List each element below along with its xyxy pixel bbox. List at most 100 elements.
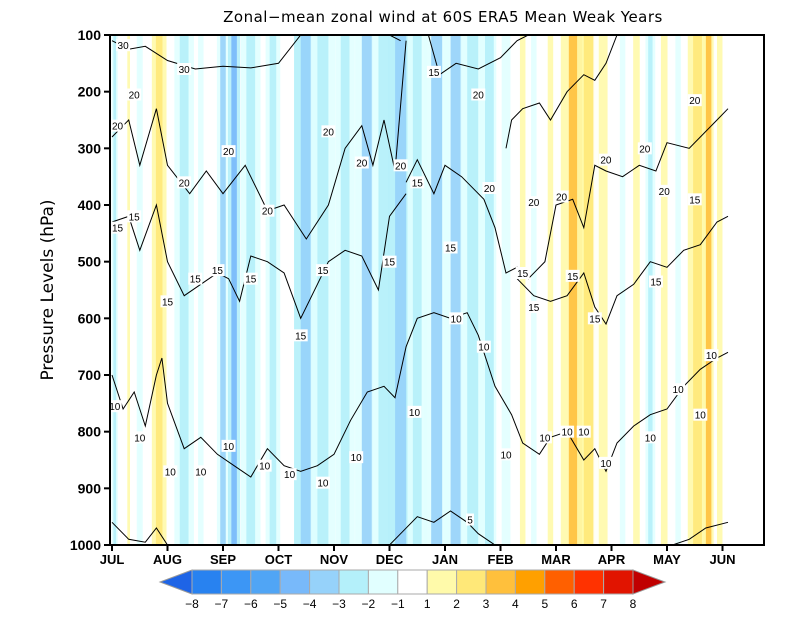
contour-label: 20	[395, 161, 407, 172]
colorbar: −8 −7 −6 −5 −4 −3 −2 −1 1 2 3 4 5 6 7 8	[158, 569, 667, 611]
contour-label: 15	[517, 269, 529, 280]
contour-label-bg	[260, 204, 275, 217]
shading-band-core	[485, 35, 494, 545]
shading-band-core	[361, 35, 373, 545]
contour-labels: 30 30 15 20 20 20 20 20 20 20 20 15 20 20 20 20 20 20 20 20…	[107, 39, 719, 527]
contour-5	[111, 521, 168, 545]
x-tick-label: MAY	[653, 552, 681, 567]
colorbar-extend-high	[632, 569, 667, 595]
colorbar-label: −1	[391, 597, 405, 611]
y-tick-label: 900	[78, 480, 102, 496]
contour-label: 15	[112, 224, 124, 235]
x-axis: JUL AUG SEP OCT NOV DEC JAN FEB MAR APR MAY JUN	[100, 545, 736, 567]
shading-band-core	[155, 35, 163, 545]
contour-label: 15	[245, 275, 257, 286]
contour-label-bg	[163, 465, 178, 478]
contour-label: 20	[659, 187, 671, 198]
contour-label-bg	[393, 159, 408, 172]
contour-label: 20	[112, 122, 124, 133]
contour-label: 10	[259, 462, 271, 473]
shading-band-core	[501, 35, 511, 545]
contour-label: 15	[412, 178, 424, 189]
contour-label: 5	[467, 516, 473, 527]
contour-label: 15	[445, 244, 457, 255]
contour-label-bg	[526, 196, 541, 209]
x-tick-label: SEP	[210, 552, 236, 567]
y-tick-label: 700	[78, 367, 102, 383]
contour-label-bg	[598, 153, 613, 166]
shading-band-core	[138, 35, 142, 545]
shading-band-core	[317, 35, 329, 545]
contour-label-bg	[321, 125, 336, 138]
contour-label: 30	[179, 65, 191, 76]
contour-label-bg	[576, 425, 591, 438]
colorbar-box	[338, 569, 369, 595]
contour-label: 10	[409, 408, 421, 419]
colorbar-label: 2	[453, 597, 460, 611]
contour-label-bg	[382, 255, 397, 268]
shading-band-core	[378, 35, 390, 545]
contour-label: 10	[478, 343, 490, 354]
x-tick-label: FEB	[488, 552, 514, 567]
colorbar-label: −5	[273, 597, 287, 611]
contour-label-bg	[193, 465, 208, 478]
contour-15	[111, 193, 407, 320]
contour-label: 20	[356, 159, 368, 170]
contour-label-bg	[560, 425, 575, 438]
contour-label-bg	[443, 241, 458, 254]
shading-band-core	[286, 35, 293, 545]
contour-label-bg	[116, 39, 131, 52]
contour-label-bg	[657, 184, 672, 197]
contour-label: 15	[589, 314, 601, 325]
contour-5	[389, 510, 496, 545]
contour-label-bg	[257, 459, 272, 472]
contour-label: 20	[473, 91, 485, 102]
contour-label-bg	[221, 439, 236, 452]
x-tick-label: NOV	[320, 552, 349, 567]
colorbar-box	[544, 569, 575, 595]
shading-band-core	[127, 35, 130, 545]
contour-label-bg	[127, 88, 142, 101]
colorbar-label: 7	[600, 597, 607, 611]
contour-label-bg	[243, 272, 258, 285]
x-tick-label: OCT	[265, 552, 293, 567]
contour-label: 20	[639, 144, 651, 155]
shading-band-core	[395, 35, 407, 545]
contour-label: 20	[323, 127, 335, 138]
contour-label-bg	[426, 65, 441, 78]
contour-10	[111, 312, 729, 478]
shading-band-core	[300, 35, 312, 545]
contour-label-bg	[704, 349, 719, 362]
shading-band-core	[467, 35, 479, 545]
x-tick-label: JAN	[432, 552, 458, 567]
contour-label-bg	[221, 145, 236, 158]
contour-label-bg	[537, 431, 552, 444]
y-axis: 100 200 300 400 500 600 700 800 900 1000	[70, 27, 110, 553]
contour-label: 20	[556, 193, 568, 204]
colorbar-label: −2	[362, 597, 376, 611]
contour-label-bg	[410, 176, 425, 189]
shading-band-core	[431, 35, 443, 545]
shading-band-core	[547, 35, 554, 545]
contour-label: 15	[528, 303, 540, 314]
shading-band-core	[675, 35, 681, 545]
contour-label: 10	[351, 453, 363, 464]
contour-label-bg	[407, 405, 422, 418]
contour-label-bg	[132, 431, 147, 444]
contour-label: 30	[118, 41, 130, 52]
contour-label: 20	[179, 178, 191, 189]
shading-layer	[110, 35, 764, 545]
contour-label-bg	[471, 88, 486, 101]
contour-label-bg	[587, 312, 602, 325]
contour-label-bg	[127, 210, 142, 223]
contour-5	[672, 521, 729, 545]
contour-label: 15	[190, 275, 202, 286]
shading-band-core	[246, 35, 256, 545]
contour-label: 15	[384, 258, 396, 269]
contour-15	[516, 215, 729, 326]
contour-label-bg	[188, 272, 203, 285]
shading-band-core	[598, 35, 608, 545]
contour-label: 10	[165, 467, 177, 478]
contour-label-bg	[643, 431, 658, 444]
